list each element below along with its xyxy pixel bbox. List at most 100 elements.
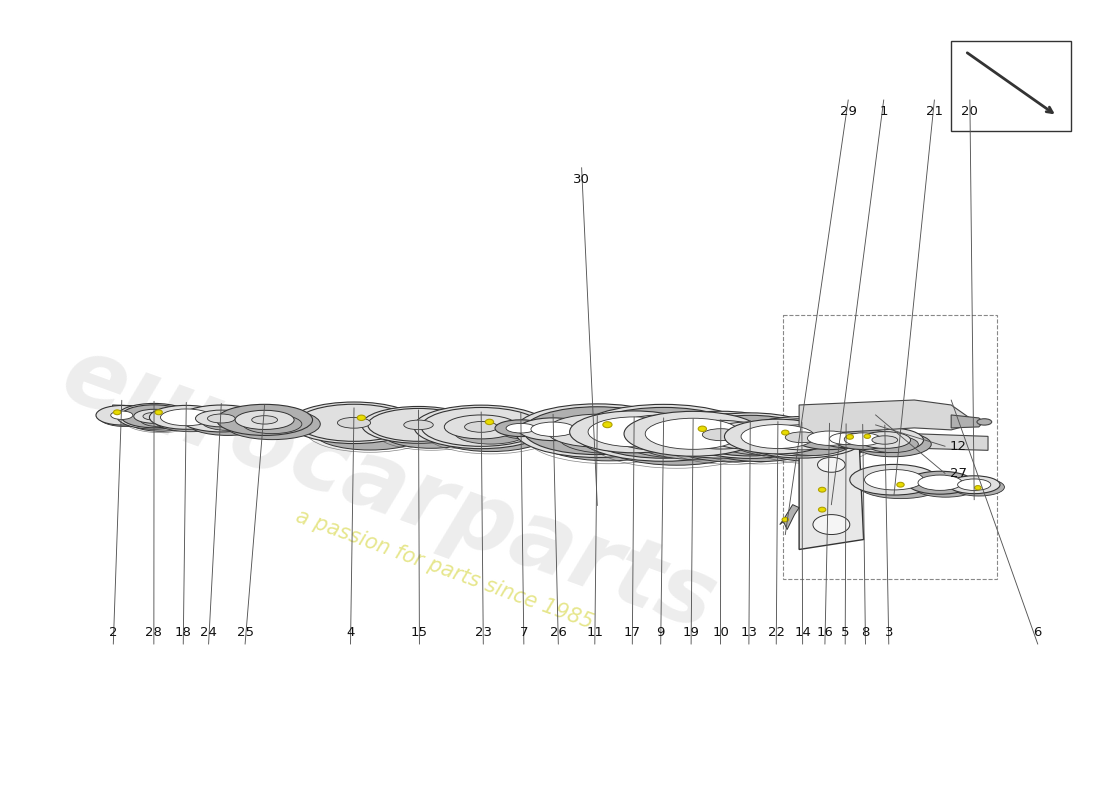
- Ellipse shape: [113, 410, 121, 414]
- Ellipse shape: [621, 422, 732, 458]
- Ellipse shape: [431, 413, 551, 451]
- Ellipse shape: [134, 410, 174, 423]
- Ellipse shape: [485, 419, 494, 425]
- Ellipse shape: [918, 475, 962, 490]
- Ellipse shape: [367, 409, 470, 442]
- Ellipse shape: [837, 431, 896, 451]
- Ellipse shape: [859, 432, 911, 448]
- Ellipse shape: [208, 414, 235, 423]
- Ellipse shape: [850, 465, 938, 495]
- Ellipse shape: [948, 476, 1000, 494]
- Text: 29: 29: [839, 105, 857, 118]
- Ellipse shape: [235, 410, 294, 430]
- Ellipse shape: [570, 411, 698, 453]
- Ellipse shape: [297, 404, 411, 442]
- Ellipse shape: [702, 429, 739, 441]
- Ellipse shape: [794, 427, 865, 450]
- Text: 3: 3: [884, 626, 893, 639]
- Ellipse shape: [833, 429, 892, 450]
- Ellipse shape: [977, 418, 992, 425]
- Text: 20: 20: [961, 105, 978, 118]
- Ellipse shape: [738, 417, 866, 458]
- Ellipse shape: [161, 409, 212, 426]
- Text: 2: 2: [109, 626, 118, 639]
- Ellipse shape: [594, 420, 685, 450]
- Ellipse shape: [99, 407, 151, 426]
- Text: 25: 25: [236, 626, 254, 639]
- Text: eurocarparts: eurocarparts: [50, 329, 728, 650]
- Ellipse shape: [657, 414, 785, 456]
- Ellipse shape: [524, 406, 671, 454]
- Ellipse shape: [624, 411, 762, 456]
- Text: 4: 4: [346, 626, 354, 639]
- Ellipse shape: [813, 514, 850, 534]
- Ellipse shape: [186, 409, 270, 435]
- Ellipse shape: [121, 405, 187, 428]
- Ellipse shape: [708, 422, 793, 450]
- Ellipse shape: [867, 436, 918, 453]
- Ellipse shape: [454, 420, 528, 444]
- Ellipse shape: [381, 415, 482, 448]
- Ellipse shape: [150, 406, 223, 430]
- Ellipse shape: [962, 482, 996, 493]
- Ellipse shape: [165, 411, 217, 428]
- Ellipse shape: [698, 426, 706, 431]
- Ellipse shape: [782, 430, 789, 435]
- Ellipse shape: [515, 404, 680, 458]
- Ellipse shape: [464, 422, 498, 432]
- Ellipse shape: [718, 427, 803, 455]
- Text: 5: 5: [840, 626, 849, 639]
- Ellipse shape: [812, 434, 856, 448]
- Text: 30: 30: [573, 173, 590, 186]
- Text: 27: 27: [949, 467, 967, 480]
- Ellipse shape: [763, 425, 840, 450]
- Ellipse shape: [652, 422, 748, 453]
- Ellipse shape: [598, 414, 755, 466]
- Ellipse shape: [547, 414, 648, 447]
- Ellipse shape: [404, 420, 433, 430]
- Ellipse shape: [641, 426, 685, 440]
- Ellipse shape: [747, 427, 821, 451]
- Ellipse shape: [818, 487, 826, 492]
- Ellipse shape: [576, 404, 751, 462]
- Text: 15: 15: [411, 626, 428, 639]
- Ellipse shape: [773, 430, 851, 455]
- Ellipse shape: [829, 433, 862, 445]
- Ellipse shape: [510, 426, 540, 435]
- Ellipse shape: [732, 430, 769, 442]
- Ellipse shape: [821, 430, 872, 448]
- Ellipse shape: [290, 402, 418, 443]
- Ellipse shape: [649, 411, 793, 458]
- Ellipse shape: [179, 405, 263, 432]
- Ellipse shape: [848, 435, 886, 448]
- Ellipse shape: [785, 432, 818, 442]
- Ellipse shape: [865, 470, 924, 490]
- Polygon shape: [799, 438, 864, 550]
- Ellipse shape: [506, 423, 536, 433]
- Ellipse shape: [807, 431, 851, 446]
- Ellipse shape: [536, 413, 683, 461]
- Ellipse shape: [872, 436, 898, 444]
- Ellipse shape: [217, 404, 312, 435]
- Ellipse shape: [338, 418, 371, 428]
- Text: 14: 14: [794, 626, 811, 639]
- Text: 10: 10: [712, 626, 729, 639]
- Ellipse shape: [913, 474, 979, 497]
- Ellipse shape: [725, 419, 832, 454]
- Ellipse shape: [608, 415, 719, 450]
- Ellipse shape: [224, 409, 320, 440]
- Ellipse shape: [845, 433, 881, 446]
- Ellipse shape: [975, 486, 981, 490]
- Ellipse shape: [96, 406, 147, 425]
- Ellipse shape: [668, 420, 796, 462]
- Ellipse shape: [755, 424, 869, 462]
- Ellipse shape: [111, 411, 133, 419]
- Ellipse shape: [575, 414, 704, 456]
- Text: 8: 8: [861, 626, 870, 639]
- Ellipse shape: [730, 422, 837, 457]
- Polygon shape: [780, 505, 799, 530]
- Text: 28: 28: [145, 626, 163, 639]
- Text: 18: 18: [175, 626, 191, 639]
- Ellipse shape: [896, 482, 904, 487]
- Ellipse shape: [857, 468, 945, 498]
